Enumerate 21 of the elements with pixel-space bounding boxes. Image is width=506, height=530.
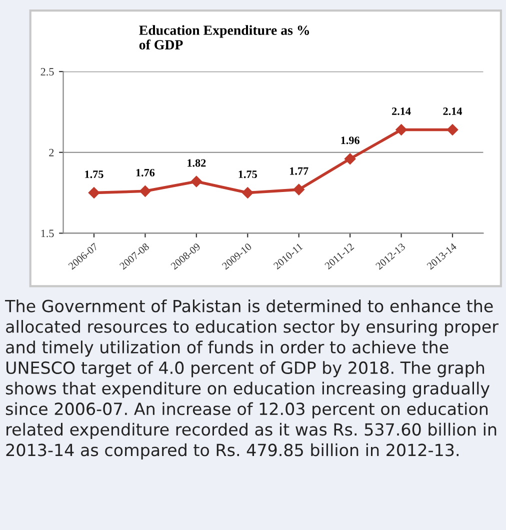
chart-title: Education Expenditure as % of GDP [139,25,310,50]
y-tick-label: 2 [49,148,54,156]
data-label: 1.96 [341,136,360,144]
data-label: 2.14 [392,108,411,116]
point [396,124,407,136]
point [344,153,356,164]
y-tick-label: 1.5 [41,230,54,238]
y-tick-label: 2.5 [40,68,54,76]
data-label: 1.82 [188,159,206,167]
data-label: 1.76 [136,168,155,176]
point [88,187,100,198]
point [190,176,202,188]
data-label: 1.75 [238,170,257,178]
point [242,187,254,198]
point [293,184,304,196]
point [140,186,151,197]
data-label: 1.75 [85,170,104,178]
point [446,124,458,136]
data-label: 1.77 [290,167,308,175]
text: The Government of Pakistan is determined to enhance the allocated resources to education sector by ensuring proper and timely utilization of funds in order to achieve the UNESCO target of 4.0 percent of GDP by 2018. The graph shows that expenditure on education increasing gradually since 2006-07. An increase of 12.03 percent on education related expenditure recorded as it was Rs. 537.60 billion in 2013-14 as compared to Rs. 479.85 billion in 2012-13. [5,299,498,460]
data-label: 2.14 [443,108,462,116]
